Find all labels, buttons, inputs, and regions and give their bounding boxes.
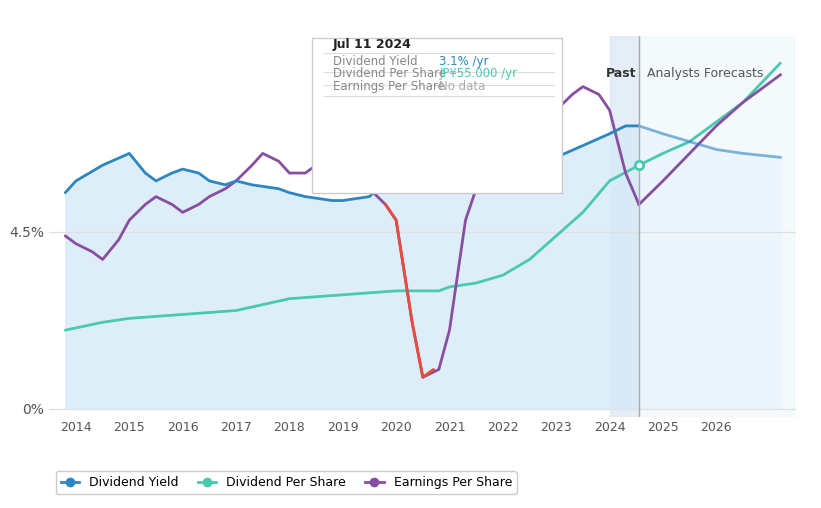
Text: Dividend Yield: Dividend Yield — [333, 54, 417, 68]
Text: Earnings Per Share: Earnings Per Share — [333, 80, 444, 93]
Text: Jul 11 2024: Jul 11 2024 — [333, 38, 411, 51]
Text: Past: Past — [606, 67, 636, 80]
Text: Analysts Forecasts: Analysts Forecasts — [647, 67, 764, 80]
Text: JP¥55.000 /yr: JP¥55.000 /yr — [439, 67, 517, 80]
Legend: Dividend Yield, Dividend Per Share, Earnings Per Share: Dividend Yield, Dividend Per Share, Earn… — [56, 471, 517, 494]
Text: No data: No data — [439, 80, 485, 93]
Bar — [639, 36, 796, 417]
Bar — [610, 36, 639, 417]
Text: 3.1% /yr: 3.1% /yr — [439, 54, 488, 68]
Text: Dividend Per Share: Dividend Per Share — [333, 67, 446, 80]
Text: Jul 11 2024: Jul 11 2024 — [333, 38, 411, 51]
